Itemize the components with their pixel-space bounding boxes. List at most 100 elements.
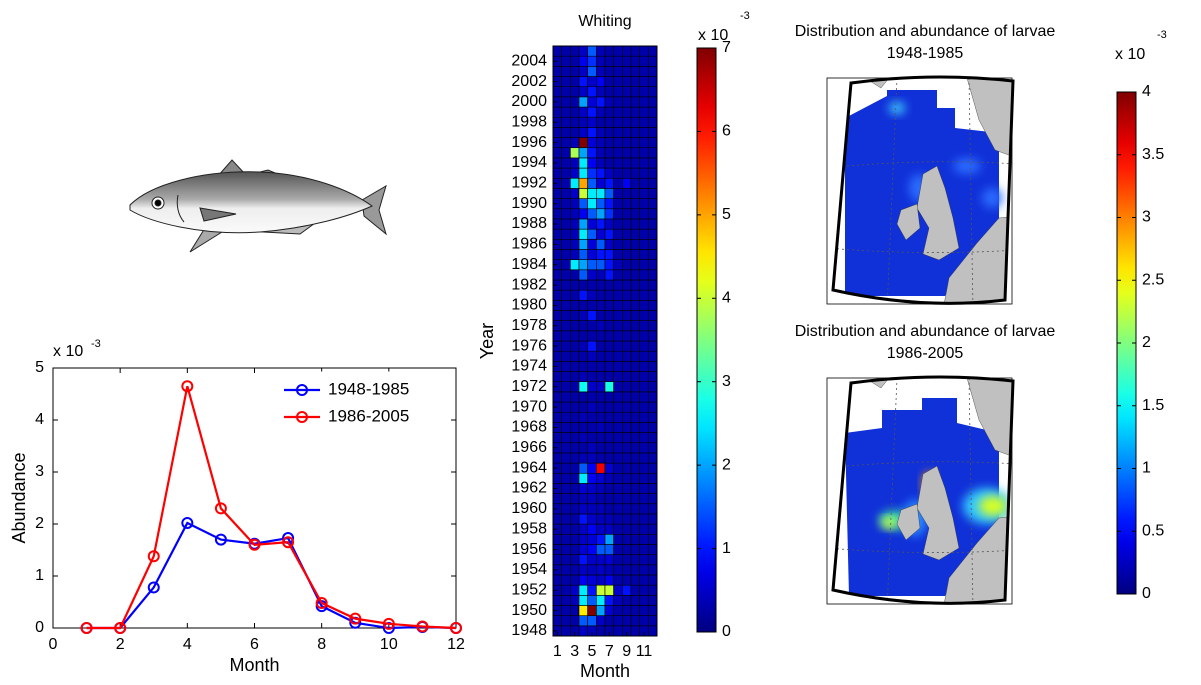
heatmap-cell bbox=[639, 127, 649, 138]
heatmap-cell bbox=[613, 523, 623, 535]
heatmap-cell bbox=[622, 76, 632, 87]
heatmap-cell bbox=[639, 228, 649, 240]
data-point bbox=[80, 622, 93, 634]
heatmap-cell bbox=[639, 208, 649, 220]
heatmap-cell bbox=[613, 533, 623, 545]
y-tick-label: 1970 bbox=[511, 398, 547, 415]
heatmap-cell bbox=[604, 442, 614, 454]
heatmap-cell bbox=[596, 442, 606, 454]
heatmap-cell bbox=[639, 198, 649, 210]
heatmap-cell bbox=[587, 249, 597, 260]
heatmap-cell bbox=[552, 310, 562, 321]
heatmap-cell bbox=[613, 350, 623, 362]
graticule bbox=[833, 247, 1013, 253]
land bbox=[942, 215, 1013, 304]
heatmap-cell bbox=[622, 116, 632, 128]
heatmap-cell bbox=[622, 523, 632, 535]
heatmap-cell bbox=[639, 45, 649, 57]
heatmap-cell bbox=[561, 127, 571, 138]
heatmap-cell bbox=[648, 625, 658, 637]
heatmap-cell bbox=[622, 228, 632, 240]
heatmap-cell bbox=[604, 310, 614, 321]
x-tick-label: 9 bbox=[622, 643, 631, 660]
heatmap-cell bbox=[561, 361, 571, 372]
heatmap-cell bbox=[648, 208, 658, 220]
y-tick-label: 1972 bbox=[511, 378, 547, 395]
heatmap-cell bbox=[587, 279, 597, 291]
heatmap-cell bbox=[639, 422, 649, 433]
heatmap-cell bbox=[570, 279, 580, 291]
heatmap-cell bbox=[630, 198, 640, 210]
heatmap-cell bbox=[613, 574, 623, 586]
heatmap-cell bbox=[570, 228, 580, 240]
heatmap-cell bbox=[648, 483, 658, 494]
heatmap-cell bbox=[596, 330, 606, 342]
heatmap-cell bbox=[630, 503, 640, 515]
y-tick-label: 2004 bbox=[511, 52, 547, 69]
heatmap-cell bbox=[561, 208, 571, 220]
heatmap-cell bbox=[613, 472, 623, 484]
heatmap-cell bbox=[630, 177, 640, 189]
heatmap-cell bbox=[630, 523, 640, 535]
heatmap-cell bbox=[639, 289, 649, 301]
heatmap-cell bbox=[596, 208, 606, 220]
heatmap-cell bbox=[587, 523, 597, 535]
heatmap-cell bbox=[639, 584, 649, 596]
heatmap-cell bbox=[561, 533, 571, 545]
land bbox=[896, 503, 921, 541]
heatmap-cell bbox=[596, 167, 606, 179]
heatmap-cell bbox=[561, 116, 571, 128]
heatmap-cell bbox=[622, 442, 632, 454]
heatmap-cell bbox=[596, 513, 606, 525]
heatmap-cell bbox=[630, 595, 640, 606]
y-axis-label: Abundance bbox=[9, 452, 29, 543]
heatmap-cell bbox=[552, 86, 562, 98]
y-tick-label: 1952 bbox=[511, 581, 547, 598]
heatmap-cell bbox=[613, 228, 623, 240]
heatmap-cell bbox=[648, 442, 658, 454]
heatmap-cell bbox=[630, 167, 640, 179]
heatmap-cell bbox=[570, 371, 580, 382]
heatmap-cell bbox=[648, 381, 658, 393]
heatmap-cell bbox=[613, 137, 623, 149]
heatmap-cell bbox=[622, 533, 632, 545]
x-tick-label: 5 bbox=[588, 643, 597, 660]
heatmap-cell bbox=[613, 483, 623, 494]
heatmap-cell bbox=[596, 279, 606, 291]
map-panel bbox=[826, 75, 1015, 305]
heatmap-cell bbox=[639, 371, 649, 382]
heatmap-cell bbox=[648, 238, 658, 250]
heatmap-cell bbox=[622, 422, 632, 433]
data-point bbox=[382, 617, 395, 630]
heatmap-cell bbox=[596, 432, 606, 444]
heatmap-cell bbox=[613, 238, 623, 250]
heatmap-cell bbox=[578, 584, 588, 596]
x-tick-label: 11 bbox=[636, 643, 653, 660]
heatmap-cell bbox=[613, 96, 623, 108]
land bbox=[916, 465, 960, 561]
heatmap-cell bbox=[596, 544, 606, 555]
heatmap-cell bbox=[578, 371, 588, 382]
heatmap-cell bbox=[578, 462, 588, 474]
heatmap-cell bbox=[639, 411, 649, 423]
heatmap-cell bbox=[613, 167, 623, 179]
map-content bbox=[833, 377, 1013, 604]
colorbar-exponent: -3 bbox=[1157, 29, 1167, 41]
heatmap-cell bbox=[630, 106, 640, 118]
heatmap-cell bbox=[648, 289, 658, 301]
y-tick-label: 1996 bbox=[511, 134, 547, 151]
heatmap-cell bbox=[578, 167, 588, 179]
heatmap-cell bbox=[613, 615, 623, 627]
colorbar-tick-label: 1 bbox=[1142, 460, 1151, 477]
heatmap-cell bbox=[570, 198, 580, 210]
heatmap-cell bbox=[613, 86, 623, 98]
heatmap-cell bbox=[561, 452, 571, 464]
heatmap-cell bbox=[630, 411, 640, 423]
heatmap-cell bbox=[622, 147, 632, 159]
heatmap-cell bbox=[596, 300, 606, 311]
heatmap-cell bbox=[561, 554, 571, 566]
heatmap-cell bbox=[587, 238, 597, 250]
heatmap-cell bbox=[639, 533, 649, 545]
heatmap-cell bbox=[561, 259, 571, 271]
heatmap-cell bbox=[587, 259, 597, 271]
